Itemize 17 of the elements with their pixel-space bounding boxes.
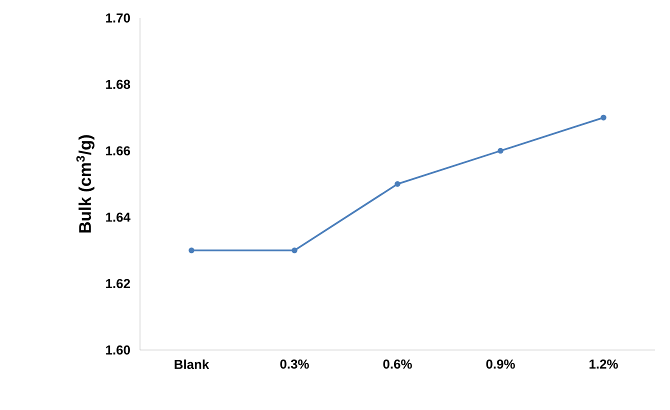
point (600, 114, 606, 120)
y-tick-label: 1.60 (106, 345, 130, 355)
point (498, 148, 504, 154)
y-tick-label: 1.70 (106, 13, 130, 23)
y-axis-title: Bulk (cm$^{3}$/g) (76, 135, 94, 233)
point (188, 248, 194, 254)
point (292, 248, 298, 254)
y-tick-label: 1.62 (106, 279, 130, 288)
y-tick-label: 1.68 (106, 80, 130, 89)
y-tick-label: 1.66 (106, 146, 130, 156)
x-tick-label: 0.6% (383, 360, 412, 369)
x-tick-label: 0.3% (280, 360, 309, 369)
y-tick-label: 1.64 (106, 212, 130, 222)
x-tick-label: Blank (174, 360, 210, 370)
x-tick-label: 1.2% (590, 360, 618, 369)
point (394, 181, 400, 187)
x-tick-label: 0.9% (486, 360, 515, 369)
